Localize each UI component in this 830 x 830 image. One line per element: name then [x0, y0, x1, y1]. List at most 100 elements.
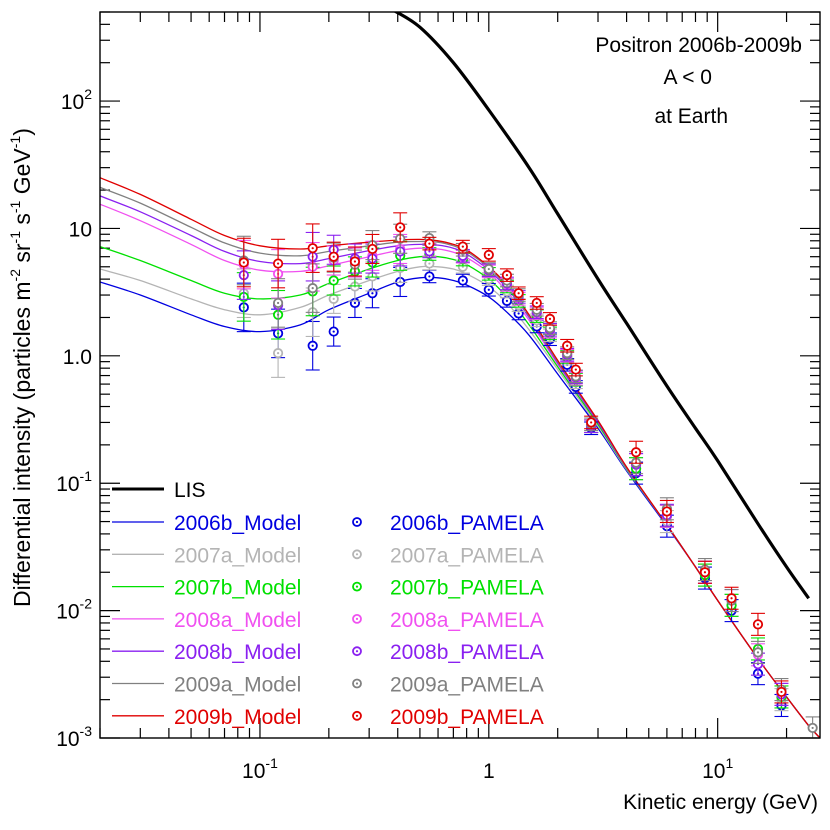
y-tick-label-base: 10	[61, 91, 84, 114]
marker-dot	[548, 327, 552, 330]
marker-dot	[487, 288, 490, 291]
y-tick-label-base: 1.0	[63, 346, 92, 369]
legend-data-dot-2007b	[355, 585, 359, 588]
legend-data-dot-2008b	[355, 650, 359, 653]
marker-dot	[756, 651, 760, 654]
data-point-2006b	[326, 316, 341, 347]
marker-dot	[590, 421, 593, 424]
legend-model-label-2009b: 2009b_Model	[174, 706, 301, 729]
marker-dot	[566, 344, 569, 347]
y-tick-label-exp: 2	[84, 86, 92, 102]
y-tick-label-base: 10	[56, 601, 79, 624]
marker-dot	[242, 261, 245, 264]
title-line-1: Positron 2006b-2009b	[595, 34, 802, 57]
y-tick-label: 10-1	[56, 468, 92, 496]
marker-dot	[548, 317, 552, 320]
legend-data-label-2008a: 2008a_PAMELA	[390, 609, 544, 632]
legend-model-label-2007b: 2007b_Model	[174, 577, 301, 600]
data-point-2006b	[422, 269, 437, 284]
marker-dot	[487, 267, 490, 271]
y-tick-label: 10-2	[56, 596, 92, 624]
legend-data-dot-2009b	[355, 714, 359, 717]
model-curve-2007a	[100, 265, 820, 738]
marker-dot	[276, 301, 280, 305]
y-axis-label-exp4: -1	[7, 136, 23, 149]
y-axis-label-exp2: -1	[7, 231, 23, 244]
y-tick-label-base: 10	[69, 218, 92, 241]
x-tick-labels: 10-1 1 101	[242, 755, 733, 783]
marker-dot	[505, 274, 509, 277]
legend-data-dot-2009a	[355, 682, 359, 685]
marker-dot	[487, 253, 490, 256]
legend-model-label-2009a: 2009a_Model	[174, 674, 301, 697]
legend-data-label-2009a: 2009a_PAMELA	[390, 674, 544, 697]
data-point-2007b	[326, 265, 341, 296]
data-point-2009b	[511, 286, 526, 301]
marker-dot	[276, 352, 280, 355]
marker-dot	[311, 247, 314, 250]
data-point-2006b	[305, 320, 320, 371]
marker-dot	[332, 279, 335, 282]
y-axis-label-exp3: -1	[7, 200, 23, 213]
data-point-2009a	[393, 223, 408, 254]
marker-dot	[703, 571, 707, 574]
marker-dot	[428, 275, 431, 278]
y-axis-label-s: s	[9, 213, 35, 231]
marker-dot	[461, 279, 464, 282]
legend-model-label-2008b: 2008b_Model	[174, 641, 301, 664]
data-point-2009a	[542, 321, 557, 335]
marker-dot	[461, 245, 464, 248]
legend-data-dot-2006b	[355, 520, 359, 524]
legend-data-dot-2008a	[355, 617, 359, 621]
legend-data-label-2007a: 2007a_PAMELA	[390, 544, 544, 567]
y-axis-label-gev: GeV	[9, 148, 35, 201]
x-tick-label-exp: -1	[265, 755, 278, 771]
marker-dot	[730, 597, 733, 600]
data-point-2009b	[305, 223, 320, 273]
marker-dot	[780, 690, 783, 694]
data-point-2009a	[481, 262, 496, 276]
y-tick-label: 102	[61, 86, 92, 114]
data-point-2007a	[326, 283, 341, 314]
title-line-3: at Earth	[654, 105, 728, 128]
marker-dot	[332, 255, 335, 258]
data-point-2009a	[805, 716, 820, 738]
x-tick-label-base: 10	[242, 760, 265, 783]
y-axis-label: Differential intensity (particles m-2 sr…	[7, 128, 35, 607]
legend-series: 2006b_Model 2006b_PAMELA 2007a_Model 2007a_…	[112, 512, 544, 729]
marker-dot	[399, 226, 402, 229]
data-point-2009b	[365, 233, 380, 265]
data-point-2009b	[560, 338, 575, 353]
x-tick-label-base: 1	[483, 760, 495, 783]
data-point-2009b	[499, 268, 514, 282]
marker-dot	[311, 344, 314, 347]
data-point-2009b	[724, 586, 739, 610]
axis-ticks	[99, 11, 820, 739]
marker-dot	[517, 312, 520, 315]
model-curve-2007b	[100, 245, 820, 738]
x-tick-label: 101	[702, 755, 733, 783]
data-point-2009a	[750, 640, 765, 664]
y-axis-label-sr: sr	[9, 243, 35, 269]
data-point-2009b	[697, 560, 712, 584]
data-point-2009b	[347, 246, 362, 277]
plot-frame	[99, 11, 821, 739]
plot-content	[100, 12, 820, 738]
data-point-2009b	[774, 680, 789, 704]
data-point-2009b	[481, 248, 496, 262]
x-tick-label: 10-1	[242, 755, 278, 783]
marker-dot	[428, 242, 431, 245]
legend-data-dot-2007a	[355, 553, 359, 556]
marker-dot	[332, 297, 335, 300]
marker-dot	[428, 262, 431, 265]
title-line-2: A < 0	[664, 66, 712, 89]
x-tick-label-base: 10	[702, 760, 725, 783]
data-point-2009b	[568, 362, 583, 377]
data-point-2009b	[236, 237, 251, 288]
data-point-2009b	[529, 296, 544, 310]
data-point-2009b	[629, 440, 644, 464]
data-point-2009b	[659, 499, 674, 524]
data-point-2009b	[750, 612, 765, 636]
y-tick-label-base: 10	[56, 728, 79, 751]
